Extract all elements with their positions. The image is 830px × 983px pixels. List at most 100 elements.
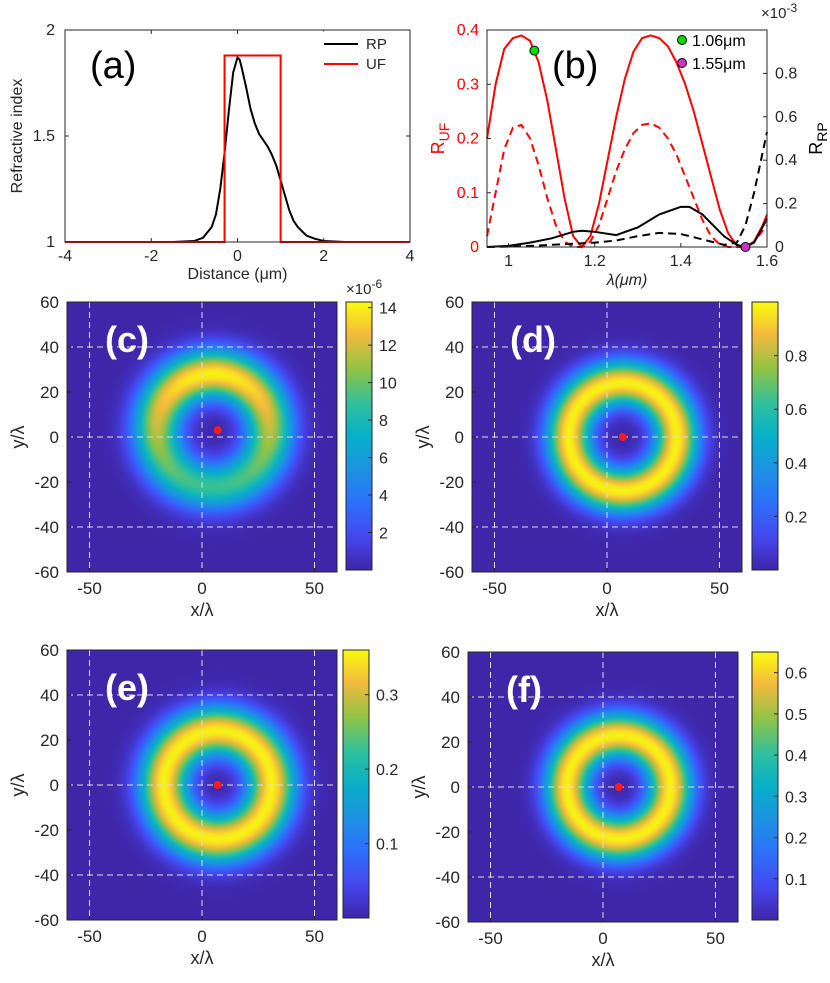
- x-tick-label: -50: [77, 579, 102, 598]
- y-axis-label-right: RRP: [806, 122, 830, 154]
- x-axis-label: λ(μm): [606, 272, 648, 289]
- x-axis-label: x/λ: [591, 950, 614, 970]
- panel-label: (f): [506, 669, 542, 710]
- colorbar-tick-label: 10: [379, 376, 397, 393]
- colorbar-tick-label: 2: [379, 526, 388, 543]
- y-axis-label: y/λ: [413, 425, 433, 448]
- colorbar-tick-label: 4: [379, 488, 388, 505]
- y-tick-label: 0: [50, 428, 59, 447]
- x-axis-label: x/λ: [190, 948, 213, 968]
- panel-e: -50 0 50 -60 -40 -20 0 20 40 60 x/λ y/λ (e) 0.1 0.2 0.3: [8, 641, 398, 968]
- x-tick-label: 1.2: [584, 253, 606, 270]
- y-tick-label: 60: [40, 641, 59, 660]
- y-axis-label: y/λ: [409, 775, 429, 798]
- right-axis-exponent: ×10-3: [761, 1, 797, 22]
- x-tick-label: 1.6: [756, 253, 778, 270]
- y-tick-label: 2: [46, 22, 55, 39]
- legend-marker: [677, 58, 687, 68]
- legend-label: 1.06μm: [692, 33, 746, 50]
- x-tick-label: -4: [58, 248, 72, 265]
- y-tick-label-left: 0.4: [457, 22, 479, 39]
- x-tick-label: 0: [197, 927, 206, 946]
- panel-b: 1 1.2 1.4 1.600.10.20.30.400.20.40.60.8×10-…: [428, 1, 830, 289]
- legend-marker: [677, 35, 687, 45]
- x-tick-label: 50: [710, 579, 729, 598]
- y-tick-label: -40: [34, 866, 59, 885]
- center-marker: [618, 433, 627, 441]
- colorbar-tick-label: 0.8: [785, 349, 807, 366]
- y-tick-label: 20: [441, 733, 460, 752]
- marker-magenta: [740, 242, 751, 252]
- y-axis-label-left: RUF: [428, 123, 452, 155]
- colorbar-tick-label: 8: [379, 413, 388, 430]
- colorbar: [751, 651, 779, 921]
- colorbar-tick-label: 0.5: [785, 707, 807, 724]
- y-tick-label: -20: [439, 473, 464, 492]
- colorbar-tick-label: 0.4: [785, 748, 807, 765]
- y-tick-label: -20: [435, 823, 460, 842]
- y-tick-label: -60: [34, 911, 59, 930]
- y-tick-label: 40: [40, 686, 59, 705]
- y-tick-label-left: 0.2: [457, 131, 479, 148]
- y-tick-label: 60: [445, 293, 464, 312]
- panel-label: (e): [105, 667, 149, 708]
- y-axis-label: y/λ: [8, 425, 28, 448]
- x-axis-label: Distance (μm): [188, 266, 288, 283]
- legend-label: RP: [366, 36, 387, 53]
- y-tick-label: 0: [50, 776, 59, 795]
- colorbar: [342, 649, 370, 919]
- y-tick-label: -20: [34, 821, 59, 840]
- y-tick-label-left: 0.3: [457, 76, 479, 93]
- x-tick-label: 0: [197, 579, 206, 598]
- x-axis-label: x/λ: [595, 600, 618, 620]
- x-tick-label: 50: [305, 927, 324, 946]
- marker-green: [529, 45, 540, 56]
- panel-label: (a): [90, 45, 136, 87]
- y-tick-label: 1.5: [33, 128, 55, 145]
- colorbar-tick-label: 14: [379, 301, 397, 318]
- x-tick-label: 2: [319, 248, 328, 265]
- x-tick-label: 0: [598, 929, 607, 948]
- y-tick-label: 20: [40, 731, 59, 750]
- center-marker: [213, 781, 222, 789]
- y-tick-label: 0: [451, 778, 460, 797]
- series-rp: [65, 55, 410, 243]
- y-tick-label: 20: [445, 383, 464, 402]
- colorbar-tick-label: 0.3: [376, 688, 398, 705]
- center-marker: [614, 783, 623, 791]
- series-rp-solid: [486, 205, 768, 249]
- y-tick-label: 60: [441, 643, 460, 662]
- colorbar-tick-label: 0.2: [785, 831, 807, 848]
- x-tick-label: -50: [77, 927, 102, 946]
- y-tick-label: 0: [455, 428, 464, 447]
- y-tick-label: 40: [445, 338, 464, 357]
- y-tick-label: 40: [441, 688, 460, 707]
- panel-a: -4 -2 0 2 4 1 1.5 2 Distance (μm) Refractive inde…: [9, 22, 415, 283]
- y-tick-label-right: 0: [775, 239, 784, 256]
- x-tick-label: 0: [602, 579, 611, 598]
- colorbar-tick-label: 0.2: [785, 509, 807, 526]
- x-axis-label: x/λ: [190, 600, 213, 620]
- colorbar-tick-label: 0.2: [376, 762, 398, 779]
- colorbar-tick-label: 0.3: [785, 789, 807, 806]
- y-tick-label: -20: [34, 473, 59, 492]
- x-tick-label: 1.4: [670, 253, 692, 270]
- colorbar-tick-label: 0.6: [785, 402, 807, 419]
- y-tick-label: -40: [439, 518, 464, 537]
- panel-c: -50 0 50 -60 -40 -20 0 20 40 60 x/λ y/λ (c) 2 4 6 8 10 12 1…: [8, 277, 397, 620]
- y-tick-label-left: 0.1: [457, 185, 479, 202]
- y-tick-label: -40: [435, 868, 460, 887]
- y-tick-label: 20: [40, 383, 59, 402]
- series-rp-dashed: [486, 131, 768, 248]
- y-axis-label: y/λ: [8, 773, 28, 796]
- colorbar-tick-label: 0.1: [785, 872, 807, 889]
- panel-d: -50 0 50 -60 -40 -20 0 20 40 60 x/λ y/λ (d) 0.2 0.4 0.6…: [413, 293, 807, 620]
- y-tick-label: 1: [46, 234, 55, 251]
- y-tick-label-left: 0: [470, 239, 479, 256]
- y-tick-label: -40: [34, 518, 59, 537]
- colorbar-tick-label: 12: [379, 338, 397, 355]
- panel-f: -50 0 50 -60 -40 -20 0 20 40 60 x/λ y/λ (f) 0.1 0.2 0.3…: [409, 643, 807, 970]
- x-tick-label: -2: [144, 248, 158, 265]
- y-tick-label-right: 0.2: [775, 196, 797, 213]
- x-tick-label: 0: [233, 248, 242, 265]
